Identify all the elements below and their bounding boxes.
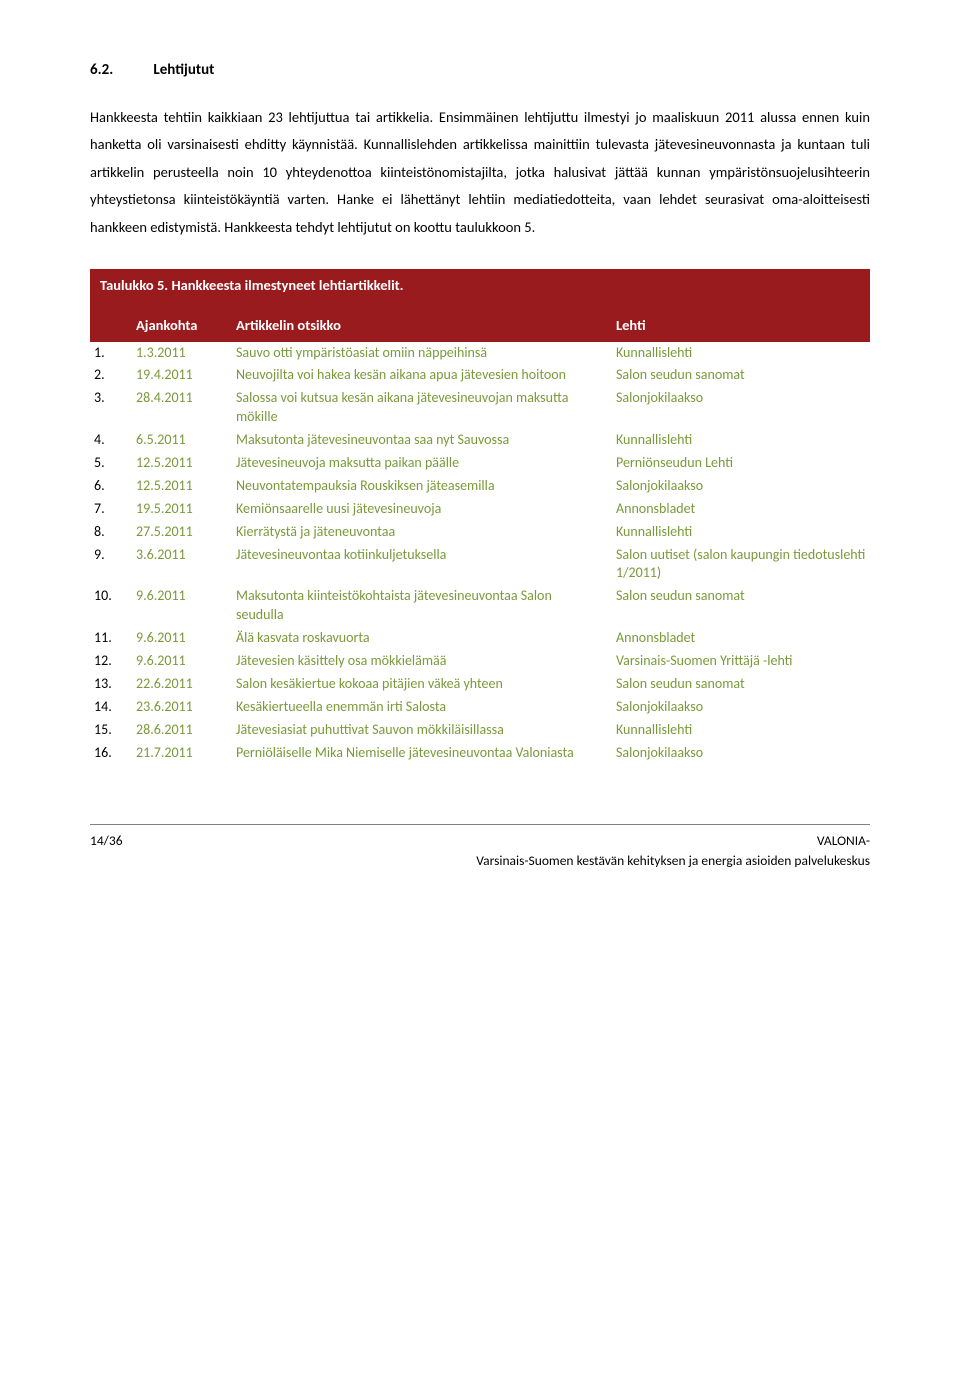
row-date: 6.5.2011 <box>132 429 232 452</box>
row-number: 3. <box>90 387 132 429</box>
row-publication: Kunnallislehti <box>612 429 870 452</box>
row-publication: Kunnallislehti <box>612 521 870 544</box>
row-publication: Salonjokilaakso <box>612 696 870 719</box>
row-number: 10. <box>90 585 132 627</box>
col-header-title: Artikkelin otsikko <box>232 311 612 342</box>
row-date: 28.4.2011 <box>132 387 232 429</box>
article-table: Taulukko 5. Hankkeesta ilmestyneet lehti… <box>90 269 870 764</box>
table-row: 13.22.6.2011Salon kesäkiertue kokoaa pit… <box>90 673 870 696</box>
table-row: 7.19.5.2011Kemiönsaarelle uusi jätevesin… <box>90 498 870 521</box>
row-title: Salon kesäkiertue kokoaa pitäjien väkeä … <box>232 673 612 696</box>
table-caption-row: Taulukko 5. Hankkeesta ilmestyneet lehti… <box>90 269 870 310</box>
row-number: 11. <box>90 627 132 650</box>
row-title: Kierrätystä ja jäteneuvontaa <box>232 521 612 544</box>
row-title: Jätevesien käsittely osa mökkielämää <box>232 650 612 673</box>
table-row: 6.12.5.2011Neuvontatempauksia Rouskiksen… <box>90 475 870 498</box>
table-row: 8.27.5.2011Kierrätystä ja jäteneuvontaaK… <box>90 521 870 544</box>
row-number: 14. <box>90 696 132 719</box>
row-number: 4. <box>90 429 132 452</box>
row-title: Salossa voi kutsua kesän aikana jätevesi… <box>232 387 612 429</box>
row-date: 9.6.2011 <box>132 627 232 650</box>
row-date: 28.6.2011 <box>132 719 232 742</box>
row-publication: Salon uutiset (salon kaupungin tiedotusl… <box>612 544 870 586</box>
row-publication: Salon seudun sanomat <box>612 585 870 627</box>
row-number: 16. <box>90 742 132 765</box>
row-publication: Kunnallislehti <box>612 342 870 365</box>
section-number: 6.2. <box>90 60 150 82</box>
table-row: 15.28.6.2011Jätevesiasiat puhuttivat Sau… <box>90 719 870 742</box>
row-publication: Salon seudun sanomat <box>612 673 870 696</box>
table-row: 9.3.6.2011Jätevesineuvontaa kotiinkuljet… <box>90 544 870 586</box>
col-header-date: Ajankohta <box>132 311 232 342</box>
col-header-num <box>90 311 132 342</box>
row-publication: Salon seudun sanomat <box>612 364 870 387</box>
row-title: Perniöläiselle Mika Niemiselle jätevesin… <box>232 742 612 765</box>
table-row: 16.21.7.2011Perniöläiselle Mika Niemisel… <box>90 742 870 765</box>
row-title: Maksutonta kiinteistökohtaista jätevesin… <box>232 585 612 627</box>
col-header-pub: Lehti <box>612 311 870 342</box>
footer-org: VALONIA- <box>476 831 870 851</box>
page-footer: 14/36 VALONIA- Varsinais-Suomen kestävän… <box>90 824 870 870</box>
row-title: Jätevesiasiat puhuttivat Sauvon mökkiläi… <box>232 719 612 742</box>
body-paragraph: Hankkeesta tehtiin kaikkiaan 23 lehtijut… <box>90 104 870 242</box>
section-title: Lehtijutut <box>153 61 214 79</box>
row-date: 9.6.2011 <box>132 650 232 673</box>
row-date: 12.5.2011 <box>132 475 232 498</box>
section-heading: 6.2. Lehtijutut <box>90 60 870 82</box>
row-title: Kemiönsaarelle uusi jätevesineuvoja <box>232 498 612 521</box>
row-number: 7. <box>90 498 132 521</box>
table-row: 5.12.5.2011Jätevesineuvoja maksutta paik… <box>90 452 870 475</box>
row-publication: Salonjokilaakso <box>612 387 870 429</box>
row-title: Neuvontatempauksia Rouskiksen jäteasemil… <box>232 475 612 498</box>
table-caption: Taulukko 5. Hankkeesta ilmestyneet lehti… <box>90 269 870 310</box>
row-number: 13. <box>90 673 132 696</box>
table-header-row: Ajankohta Artikkelin otsikko Lehti <box>90 311 870 342</box>
row-title: Maksutonta jätevesineuvontaa saa nyt Sau… <box>232 429 612 452</box>
row-publication: Annonsbladet <box>612 498 870 521</box>
row-number: 6. <box>90 475 132 498</box>
footer-tagline: Varsinais-Suomen kestävän kehityksen ja … <box>476 851 870 871</box>
row-title: Jätevesineuvoja maksutta paikan päälle <box>232 452 612 475</box>
row-number: 15. <box>90 719 132 742</box>
row-title: Sauvo otti ympäristöasiat omiin näppeihi… <box>232 342 612 365</box>
row-number: 2. <box>90 364 132 387</box>
row-publication: Kunnallislehti <box>612 719 870 742</box>
row-date: 23.6.2011 <box>132 696 232 719</box>
table-row: 1.1.3.2011Sauvo otti ympäristöasiat omii… <box>90 342 870 365</box>
row-date: 3.6.2011 <box>132 544 232 586</box>
footer-right: VALONIA- Varsinais-Suomen kestävän kehit… <box>476 831 870 870</box>
row-title: Älä kasvata roskavuorta <box>232 627 612 650</box>
table-row: 2.19.4.2011Neuvojilta voi hakea kesän ai… <box>90 364 870 387</box>
table-row: 4.6.5.2011Maksutonta jätevesineuvontaa s… <box>90 429 870 452</box>
row-title: Jätevesineuvontaa kotiinkuljetuksella <box>232 544 612 586</box>
row-number: 8. <box>90 521 132 544</box>
table-row: 14.23.6.2011Kesäkiertueella enemmän irti… <box>90 696 870 719</box>
row-title: Kesäkiertueella enemmän irti Salosta <box>232 696 612 719</box>
table-row: 3.28.4.2011Salossa voi kutsua kesän aika… <box>90 387 870 429</box>
row-date: 22.6.2011 <box>132 673 232 696</box>
row-publication: Annonsbladet <box>612 627 870 650</box>
row-date: 19.5.2011 <box>132 498 232 521</box>
row-number: 5. <box>90 452 132 475</box>
row-number: 1. <box>90 342 132 365</box>
row-date: 21.7.2011 <box>132 742 232 765</box>
footer-page-number: 14/36 <box>90 831 123 851</box>
row-number: 12. <box>90 650 132 673</box>
row-title: Neuvojilta voi hakea kesän aikana apua j… <box>232 364 612 387</box>
row-date: 1.3.2011 <box>132 342 232 365</box>
row-publication: Salonjokilaakso <box>612 742 870 765</box>
row-date: 27.5.2011 <box>132 521 232 544</box>
row-date: 12.5.2011 <box>132 452 232 475</box>
row-publication: Perniönseudun Lehti <box>612 452 870 475</box>
table-row: 12.9.6.2011Jätevesien käsittely osa mökk… <box>90 650 870 673</box>
table-row: 10.9.6.2011Maksutonta kiinteistökohtaist… <box>90 585 870 627</box>
row-publication: Salonjokilaakso <box>612 475 870 498</box>
row-publication: Varsinais-Suomen Yrittäjä -lehti <box>612 650 870 673</box>
table-row: 11.9.6.2011Älä kasvata roskavuortaAnnons… <box>90 627 870 650</box>
row-date: 19.4.2011 <box>132 364 232 387</box>
row-date: 9.6.2011 <box>132 585 232 627</box>
row-number: 9. <box>90 544 132 586</box>
